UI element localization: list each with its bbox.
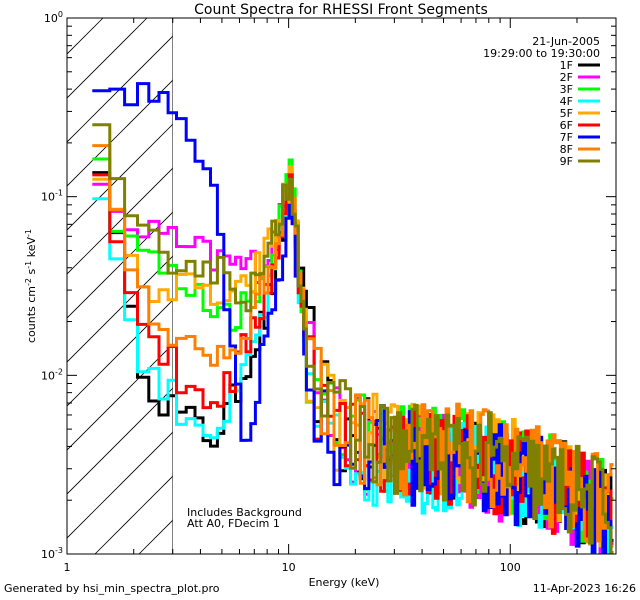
time-range-annotation: 19:29:00 to 19:30:00 xyxy=(483,47,600,60)
x-tick-label: 1 xyxy=(64,561,71,574)
y-tick-label: 10-3 xyxy=(41,546,63,561)
legend-label-6f: 6F xyxy=(560,119,573,132)
legend-label-3f: 3F xyxy=(560,83,573,96)
y-tick-label: 10-1 xyxy=(41,189,63,204)
plot-frame xyxy=(66,17,617,555)
x-tick-label: 10 xyxy=(282,561,296,574)
legend-label-2f: 2F xyxy=(560,71,573,84)
hatch-line xyxy=(67,387,173,495)
hatch-line xyxy=(67,431,173,539)
hatch-line xyxy=(67,211,173,319)
legend-label-9f: 9F xyxy=(560,155,573,168)
legend-label-7f: 7F xyxy=(560,131,573,144)
legend-label-5f: 5F xyxy=(560,107,573,120)
footer-generated-by: Generated by hsi_min_spectra_plot.pro xyxy=(4,582,220,595)
series-line-9f xyxy=(92,123,614,554)
footer-timestamp: 11-Apr-2023 16:26 xyxy=(532,582,636,595)
y-tick-label: 10-2 xyxy=(41,367,63,382)
date-annotation: 21-Jun-2005 xyxy=(532,35,600,48)
note-attenuator: Att A0, FDecim 1 xyxy=(187,517,280,530)
x-tick-label: 100 xyxy=(500,561,521,574)
x-axis-label: Energy (keV) xyxy=(309,576,380,589)
chart-title: Count Spectra for RHESSI Front Segments xyxy=(194,2,488,18)
series-group xyxy=(92,82,614,554)
y-axis-label: counts cm-2 s-1 keV-1 xyxy=(24,229,38,343)
legend-label-4f: 4F xyxy=(560,95,573,108)
hatch-line xyxy=(67,79,173,187)
legend-label-1f: 1F xyxy=(560,59,573,72)
y-tick-label: 100 xyxy=(44,10,63,25)
axis-ticks: 1 10 100 100 10-1 10-2 10-3 xyxy=(41,10,617,574)
hatch-line xyxy=(67,35,173,143)
note-background: Includes Background xyxy=(187,506,302,519)
series-line-6f xyxy=(92,173,613,554)
legend-label-8f: 8F xyxy=(560,143,573,156)
